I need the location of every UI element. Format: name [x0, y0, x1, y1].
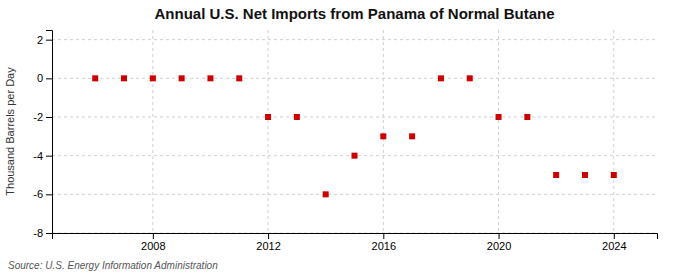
y-axis-tick-mark [46, 194, 52, 195]
x-axis-tick: 2024 [602, 233, 626, 252]
y-axis-tick-label: 2 [37, 34, 43, 46]
y-axis-tick-label: -8 [33, 227, 43, 239]
y-axis-tick: -2 [33, 111, 52, 123]
x-axis-tick-mark [499, 233, 500, 239]
point [438, 75, 444, 81]
source: Source: U.S. Energy Information Administ… [8, 260, 218, 271]
point [467, 75, 473, 81]
point [409, 133, 415, 139]
point [92, 75, 98, 81]
point [582, 172, 588, 178]
point [265, 114, 271, 120]
grid-line-x [498, 30, 499, 233]
point [294, 114, 300, 120]
point [380, 133, 386, 139]
x-axis: 2008 2012 2016 2020 2024 [53, 233, 658, 252]
x-axis-tick: 2008 [141, 233, 165, 252]
grid-line-x [268, 30, 269, 233]
points [92, 75, 617, 197]
y-axis-tick-mark [46, 40, 52, 41]
point [323, 191, 329, 197]
x-axis-tick-mark [383, 233, 384, 239]
point [524, 114, 530, 120]
point [179, 75, 185, 81]
x-axis-line [53, 234, 658, 240]
x-axis-tick-label: 2008 [141, 240, 165, 252]
x-axis-tick-label: 2020 [487, 240, 511, 252]
point [121, 75, 127, 81]
grid-line-y [52, 117, 657, 118]
title: Annual U.S. Net Imports from Panama of N… [154, 5, 554, 22]
point [352, 153, 358, 159]
y-axis-tick: 0 [37, 72, 52, 84]
grid-line-y [52, 194, 657, 195]
x-axis-tick-mark [153, 233, 154, 239]
y-axis-tick: -4 [33, 150, 52, 162]
y-axis-tick-label: -6 [33, 188, 43, 200]
point [150, 75, 156, 81]
x-axis-tick: 2016 [372, 233, 396, 252]
x-axis-tick-label: 2016 [372, 240, 396, 252]
grid-line-x [613, 30, 614, 233]
y-axis-tick: 2 [37, 34, 52, 46]
y-axis-tick-label: 0 [37, 72, 43, 84]
y-axis-tick-mark [46, 156, 52, 157]
point [611, 172, 617, 178]
y-axis-tick-label: -2 [33, 111, 43, 123]
y-axis-tick-mark [46, 78, 52, 79]
grid-line-y [52, 39, 657, 40]
x-axis-tick: 2020 [487, 233, 511, 252]
x-axis-tick-label: 2012 [256, 240, 280, 252]
grid-line-x [383, 30, 384, 233]
y-axis-tick-label: -4 [33, 150, 43, 162]
grid-line-x [152, 30, 153, 233]
point [553, 172, 559, 178]
chart: 2008 2012 2016 2020 2024 -8 -6 -4 -2 0 2 Annual U.S… [0, 0, 675, 275]
y-axis-line [46, 31, 53, 234]
point [236, 75, 242, 81]
y-axis-tick-mark [46, 117, 52, 118]
point [496, 114, 502, 120]
y-axis-title: Thousand Barrels per Day [4, 67, 16, 196]
x-axis-tick-mark [268, 233, 269, 239]
x-axis-tick-mark [614, 233, 615, 239]
x-axis-tick: 2012 [256, 233, 280, 252]
plot-area: 2008 2012 2016 2020 2024 -8 -6 -4 -2 0 2 [33, 30, 657, 252]
grid [52, 30, 657, 233]
grid-line-y [52, 78, 657, 79]
y-axis: -8 -6 -4 -2 0 2 [33, 31, 52, 240]
point [207, 75, 213, 81]
y-axis-tick-mark [46, 233, 52, 234]
y-axis-tick: -8 [33, 227, 52, 239]
y-axis-tick: -6 [33, 188, 52, 200]
x-axis-tick-label: 2024 [602, 240, 626, 252]
